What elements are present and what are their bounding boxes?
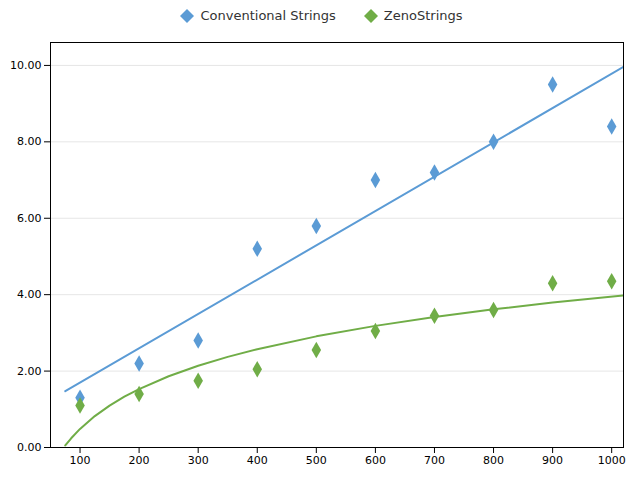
- svg-text:1000: 1000: [598, 454, 626, 467]
- svg-text:500: 500: [306, 454, 327, 467]
- svg-text:300: 300: [188, 454, 209, 467]
- svg-text:400: 400: [247, 454, 268, 467]
- svg-text:8.00: 8.00: [17, 135, 42, 148]
- svg-text:4.00: 4.00: [17, 288, 42, 301]
- svg-text:10.00: 10.00: [10, 59, 42, 72]
- html-text:ZenoStrings: ZenoStrings: [383, 8, 463, 23]
- svg-text:100: 100: [70, 454, 91, 467]
- svg-text:2.00: 2.00: [17, 365, 42, 378]
- html-text:Conventional Strings: Conventional Strings: [200, 8, 336, 23]
- svg-text:600: 600: [365, 454, 386, 467]
- svg-text:800: 800: [483, 454, 504, 467]
- svg-text:6.00: 6.00: [17, 212, 42, 225]
- svg-text:700: 700: [424, 454, 445, 467]
- svg-text:900: 900: [542, 454, 563, 467]
- svg-text:0.00: 0.00: [17, 441, 42, 454]
- svg-text:200: 200: [129, 454, 150, 467]
